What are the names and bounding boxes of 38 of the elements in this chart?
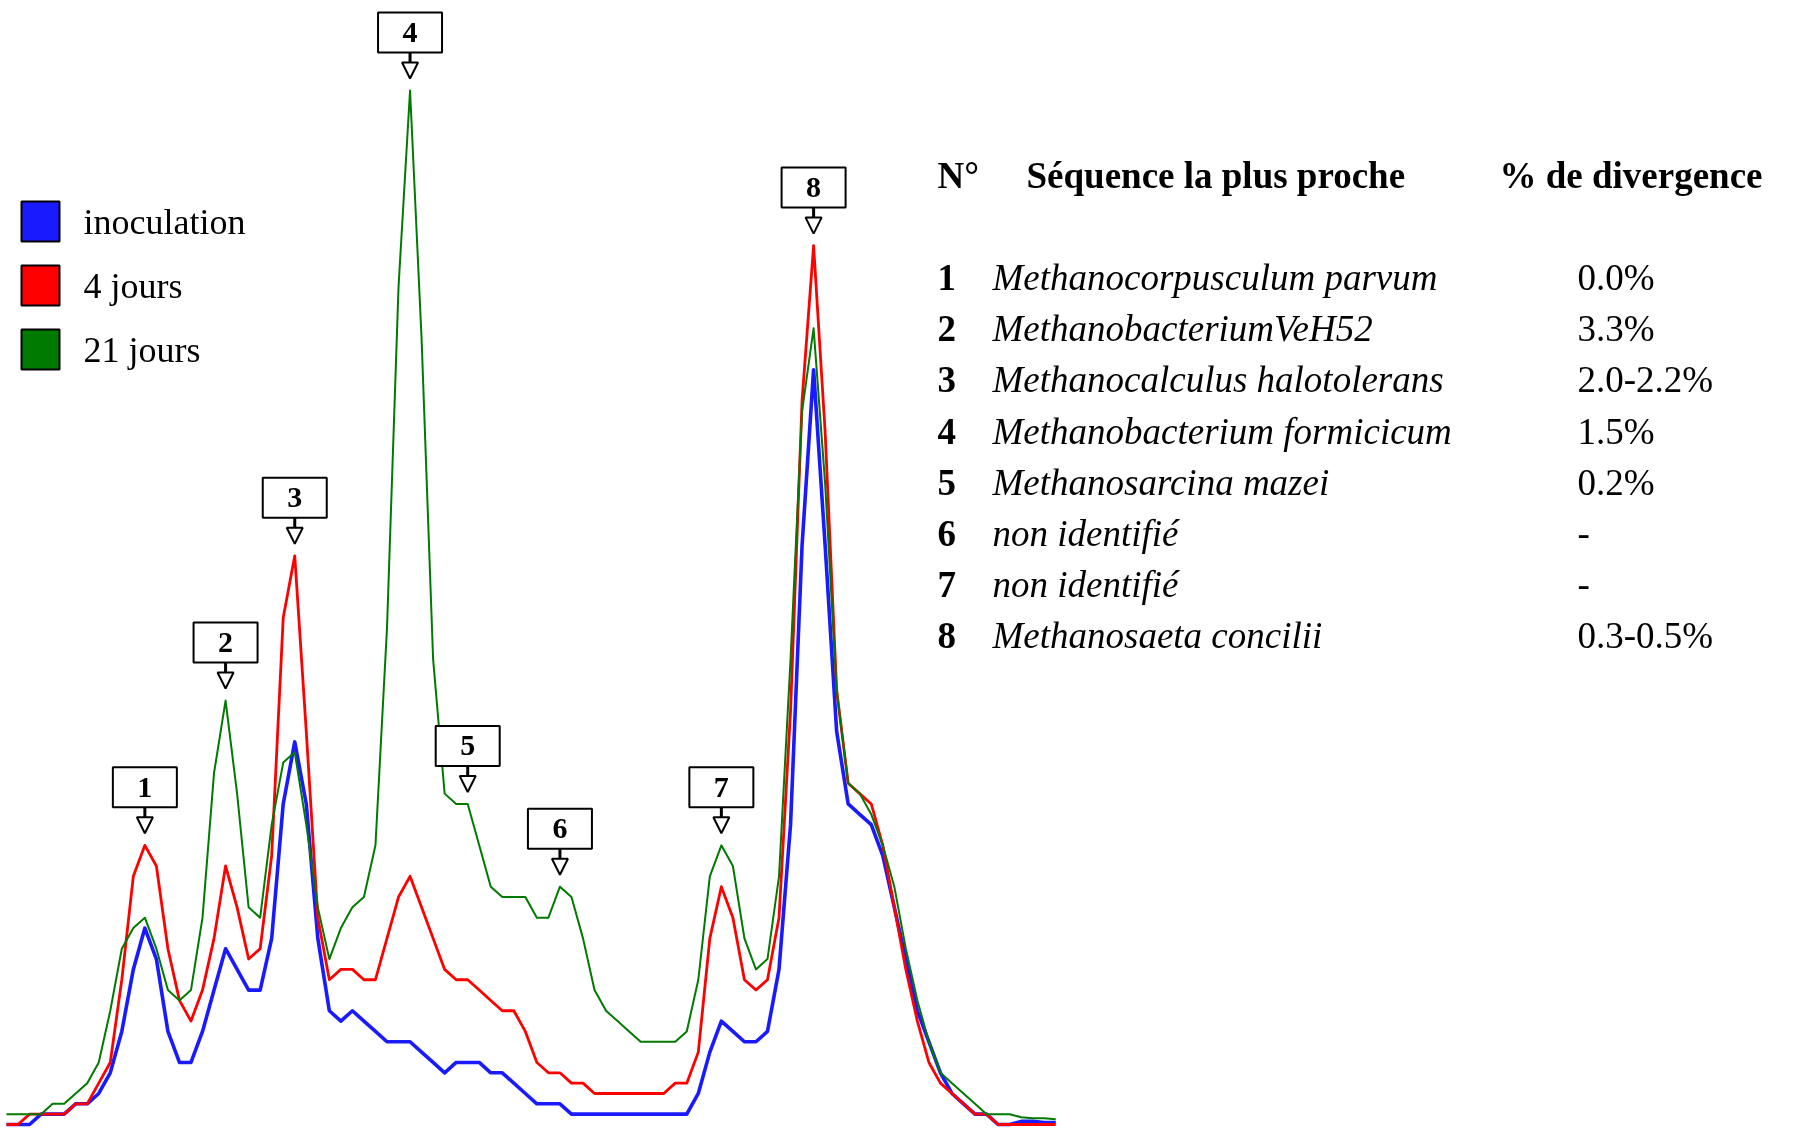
text: - xyxy=(1577,564,1590,606)
legend-label: 21 jours xyxy=(83,329,201,370)
annotation: 7 xyxy=(937,564,956,606)
annotation: N° xyxy=(937,155,980,196)
annotation: 6 xyxy=(937,513,956,554)
text: 0.3-0.5% xyxy=(1577,615,1714,657)
annotation: 2 xyxy=(218,625,234,659)
annotation: non identifié xyxy=(992,564,1181,606)
annotation: 8 xyxy=(937,615,956,657)
annotation: 7 xyxy=(713,769,729,803)
text: 0.2% xyxy=(1577,461,1655,503)
text: 2.0-2.2% xyxy=(1577,359,1714,401)
text: - xyxy=(1577,513,1590,554)
annotation: 2 xyxy=(937,308,956,350)
legend-label: inoculation xyxy=(83,201,246,242)
text: 1.5% xyxy=(1577,410,1655,452)
annotation: 4 xyxy=(937,410,956,452)
annotation: 1 xyxy=(137,769,153,803)
annotation: non identifié xyxy=(992,513,1181,554)
annotation: 3 xyxy=(287,480,303,514)
annotation: 5 xyxy=(460,728,476,762)
annotation: Methanosaeta concilii xyxy=(991,615,1323,657)
annotation: Methanosarcina mazei xyxy=(991,461,1330,503)
text: % de divergence xyxy=(1499,155,1763,196)
annotation: Séquence la plus proche xyxy=(1026,155,1406,196)
annotation: Methanocorpusculum parvum xyxy=(991,257,1438,298)
annotation: 6 xyxy=(552,811,568,845)
legend-label: 4 jours xyxy=(83,265,183,306)
annotation: Methanobacterium formicicum xyxy=(991,410,1452,452)
annotation: 1 xyxy=(937,257,956,298)
text: 0.0% xyxy=(1577,257,1655,298)
annotation: MethanobacteriumVeH52 xyxy=(991,308,1373,350)
annotation: 8 xyxy=(806,170,822,204)
annotation: 4 xyxy=(402,15,418,48)
annotation: Methanocalculus halotolerans xyxy=(991,359,1444,401)
annotation: 3 xyxy=(937,359,956,401)
text: 3.3% xyxy=(1577,308,1655,350)
annotation: 5 xyxy=(937,461,956,503)
